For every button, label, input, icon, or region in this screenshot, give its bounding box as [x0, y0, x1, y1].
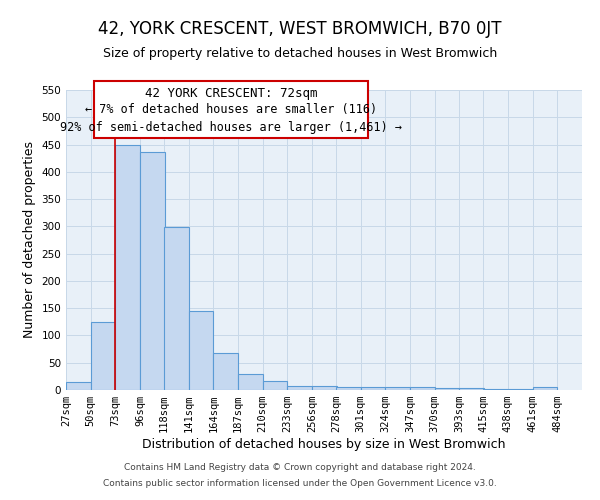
Bar	[361, 386, 385, 390]
Text: Contains HM Land Registry data © Crown copyright and database right 2024.: Contains HM Land Registry data © Crown c…	[124, 464, 476, 472]
Bar	[66, 382, 91, 390]
Bar	[312, 386, 337, 390]
Bar	[263, 380, 287, 390]
Bar	[410, 388, 435, 390]
Bar	[140, 152, 165, 390]
Text: ← 7% of detached houses are smaller (116): ← 7% of detached houses are smaller (116…	[85, 103, 377, 116]
Bar	[164, 228, 188, 390]
Bar	[115, 144, 140, 390]
Text: Size of property relative to detached houses in West Bromwich: Size of property relative to detached ho…	[103, 48, 497, 60]
Text: 42, YORK CRESCENT, WEST BROMWICH, B70 0JT: 42, YORK CRESCENT, WEST BROMWICH, B70 0J…	[98, 20, 502, 38]
FancyBboxPatch shape	[94, 81, 368, 138]
Text: Contains public sector information licensed under the Open Government Licence v3: Contains public sector information licen…	[103, 478, 497, 488]
Bar	[533, 388, 557, 390]
Bar	[460, 388, 484, 390]
Bar	[483, 389, 508, 390]
Bar	[188, 311, 213, 390]
X-axis label: Distribution of detached houses by size in West Bromwich: Distribution of detached houses by size …	[142, 438, 506, 451]
Bar	[385, 388, 410, 390]
Bar	[91, 322, 115, 390]
Bar	[287, 386, 312, 390]
Bar	[435, 388, 460, 390]
Bar	[336, 386, 361, 390]
Y-axis label: Number of detached properties: Number of detached properties	[23, 142, 36, 338]
Bar	[238, 374, 263, 390]
Text: 92% of semi-detached houses are larger (1,461) →: 92% of semi-detached houses are larger (…	[60, 121, 402, 134]
Bar	[213, 353, 238, 390]
Text: 42 YORK CRESCENT: 72sqm: 42 YORK CRESCENT: 72sqm	[145, 87, 317, 100]
